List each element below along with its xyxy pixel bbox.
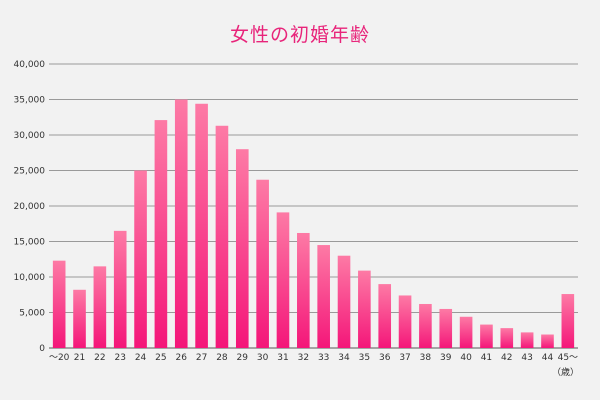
- x-tick-label: 34: [338, 353, 350, 363]
- x-axis-unit-label: （歳）: [552, 368, 580, 378]
- y-tick-label: 0: [39, 344, 45, 354]
- x-tick-label: 28: [216, 353, 228, 363]
- bar-4: [134, 170, 147, 348]
- x-tick-label: 42: [501, 353, 512, 363]
- bar-17: [398, 295, 412, 348]
- chart-title: 女性の初婚年齢: [229, 24, 370, 46]
- bar-1: [73, 289, 86, 348]
- bar-10: [256, 179, 269, 348]
- bars: [52, 99, 575, 349]
- bar-21: [480, 324, 493, 348]
- bar-3: [113, 230, 127, 348]
- bar-7: [195, 103, 208, 348]
- x-tick-label: 35: [359, 353, 370, 363]
- x-tick-label: 26: [176, 353, 188, 363]
- x-tick-label: 24: [135, 353, 147, 363]
- bar-13: [317, 245, 330, 348]
- bar-14: [337, 255, 351, 348]
- x-tick-label: 40: [460, 353, 472, 363]
- y-tick-label: 5,000: [19, 309, 45, 319]
- y-tick-label: 15,000: [14, 238, 46, 248]
- bar-2: [93, 266, 107, 348]
- grid-lines: [49, 63, 578, 349]
- x-tick-label: 43: [521, 353, 532, 363]
- x-tick-label: 41: [481, 353, 492, 363]
- y-tick-label: 40,000: [14, 60, 46, 70]
- bar-18: [419, 303, 432, 348]
- bar-11: [276, 212, 290, 348]
- x-tick-label: 27: [196, 353, 207, 363]
- x-tick-label: 36: [379, 353, 391, 363]
- x-tick-label: 44: [542, 353, 554, 363]
- x-tick-label: 29: [237, 353, 249, 363]
- bar-15: [358, 270, 371, 348]
- y-tick-label: 20,000: [14, 202, 46, 212]
- bar-0: [52, 260, 66, 348]
- x-axis: ～20 21 22 23 24 25 26 27 28 29 30 31 32 33 34 35 36 37 38 3…: [49, 353, 578, 363]
- bar-6: [174, 99, 188, 348]
- x-tick-label: ～20: [49, 353, 70, 363]
- y-tick-label: 30,000: [14, 131, 46, 141]
- bar-24: [541, 334, 554, 348]
- y-tick-label: 35,000: [14, 96, 46, 106]
- x-tick-label: 30: [257, 353, 269, 363]
- x-tick-label: 45～: [558, 353, 578, 363]
- bar-23: [520, 332, 534, 348]
- bar-9: [235, 149, 249, 348]
- x-tick-label: 38: [420, 353, 432, 363]
- bar-25: [561, 294, 575, 348]
- x-tick-label: 31: [277, 353, 288, 363]
- x-tick-label: 32: [298, 353, 309, 363]
- y-tick-label: 10,000: [14, 273, 46, 283]
- bar-19: [439, 308, 453, 348]
- bar-8: [215, 125, 229, 349]
- y-axis: 0 5,000 10,000 15,000 20,000 25,000 30,000 35,0…: [14, 60, 46, 354]
- bar-22: [500, 328, 514, 348]
- x-tick-label: 21: [74, 353, 85, 363]
- bar-16: [378, 284, 392, 348]
- x-tick-label: 25: [155, 353, 166, 363]
- x-tick-label: 23: [114, 353, 125, 363]
- bar-5: [154, 120, 168, 348]
- y-tick-label: 25,000: [14, 167, 46, 177]
- x-tick-label: 33: [318, 353, 329, 363]
- bar-12: [297, 232, 310, 348]
- x-tick-label: 22: [94, 353, 105, 363]
- bar-20: [459, 316, 473, 348]
- x-tick-label: 39: [440, 353, 452, 363]
- x-tick-label: 37: [399, 353, 410, 363]
